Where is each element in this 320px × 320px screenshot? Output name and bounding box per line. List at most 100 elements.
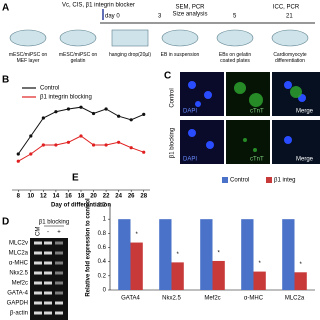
day-label: 5 [233, 14, 237, 20]
band [34, 311, 42, 315]
point [117, 140, 121, 144]
band [44, 241, 52, 245]
channel-label: cTnT [250, 157, 264, 163]
treatment: Vc, CIS, β1 integrin blocker [62, 3, 135, 9]
x-tick-label: 26 [128, 194, 135, 200]
gene-label: MLC2v [9, 241, 28, 247]
band [34, 241, 42, 245]
gel-background [30, 238, 68, 320]
day-label: 21 [286, 14, 293, 20]
point [104, 143, 108, 147]
stage-label: mESC/miPSC on gelatin [58, 52, 98, 64]
point [16, 152, 20, 156]
analysis: SEM, PCR [175, 5, 205, 11]
channel-label: DAPI [183, 109, 197, 115]
y-tick-label: 1 [103, 217, 107, 223]
bar [130, 242, 143, 290]
value-label: * [217, 251, 220, 257]
x-tick-label: 14 [53, 194, 60, 200]
point [41, 143, 45, 147]
gene-label: α-MHC [9, 261, 29, 267]
point [79, 105, 83, 109]
band [34, 281, 42, 285]
point [104, 107, 108, 111]
stage-label: Cardiomyocyte differentiation [273, 52, 307, 64]
band [55, 281, 63, 285]
gene-label: Mef2c [12, 281, 28, 287]
point [54, 143, 58, 147]
bar [294, 272, 307, 290]
band [55, 251, 63, 255]
legend-label: β1 integrin blocking [40, 95, 92, 101]
analysis: ICC, PCR [273, 5, 300, 11]
legend-label: Control [230, 178, 249, 184]
x-tick-label: 24 [115, 194, 122, 200]
y-tick-label: 1.2 [98, 203, 107, 209]
x-tick-label: Nkx2.5 [162, 296, 181, 302]
band [55, 301, 63, 305]
chart-b: B 8 10 12 14 16 18 20 22 24 26 28 Day of differentia… [2, 75, 150, 209]
bar [253, 271, 266, 290]
day-label: day 0 [105, 14, 120, 20]
gene-label: β-actin [10, 311, 28, 317]
band [34, 261, 42, 265]
y-axis-label: Relative fold expression to control [86, 198, 92, 297]
lane-label: - [47, 230, 49, 236]
point [129, 118, 133, 122]
y-tick-label: 0.6 [98, 245, 107, 251]
point [129, 146, 133, 150]
band [44, 281, 52, 285]
band [34, 291, 42, 295]
band [44, 311, 52, 315]
gene-label: MLC2a [9, 251, 29, 257]
band [55, 291, 63, 295]
band [34, 251, 42, 255]
point [66, 107, 71, 111]
lane-label: + [57, 230, 61, 236]
band [34, 301, 42, 305]
bar [282, 219, 295, 290]
legend-swatch [222, 177, 228, 183]
y-tick-label: 0.8 [98, 231, 107, 237]
bar [171, 262, 184, 290]
gel: MLC2v MLC2a α-MHC Nkx2.5 Mef2c GATA-4 GAPDH β-a… [7, 238, 68, 320]
band [44, 301, 52, 305]
row-label: β1 blocking [170, 128, 176, 158]
panel-label: A [2, 3, 9, 14]
bar [212, 260, 225, 290]
band [44, 251, 52, 255]
channel-label: DAPI [183, 157, 197, 163]
legend-label: Control [40, 86, 59, 92]
x-tick-label: α-MHC [244, 296, 264, 302]
point [54, 110, 58, 114]
band [55, 241, 63, 245]
y-tick-label: 0.4 [98, 259, 107, 265]
gene-label: Nkx2.5 [9, 271, 28, 277]
x-tick-label: 12 [40, 194, 47, 200]
dish-icons [9, 29, 309, 47]
gene-label: GAPDH [7, 301, 28, 307]
channel-label: Merge [296, 109, 314, 115]
stage-label: mESC/miPSC on MEF layer [8, 52, 48, 64]
lane-label: CM [36, 227, 42, 236]
legend-label: β1 integ [274, 178, 295, 184]
x-tick-label: 10 [27, 194, 34, 200]
stage-label: EBs on gelatin coated plates [218, 52, 252, 64]
value-label: * [135, 232, 138, 238]
point [117, 114, 121, 118]
point [29, 152, 33, 156]
x-tick-label: 8 [17, 194, 21, 200]
panel-label: E [72, 173, 79, 184]
value-label: * [299, 262, 302, 268]
point [79, 134, 83, 138]
day-label: 3 [158, 14, 162, 20]
point [91, 143, 96, 147]
band [34, 271, 42, 275]
point [41, 116, 45, 120]
chart-e: E Relative fold expression to control 0 0.2… [72, 173, 315, 302]
channel-label: cTnT [250, 109, 264, 115]
y-tick-label: 0.2 [98, 273, 107, 279]
band [44, 261, 52, 265]
band [55, 311, 63, 315]
panel-label: C [164, 71, 171, 82]
